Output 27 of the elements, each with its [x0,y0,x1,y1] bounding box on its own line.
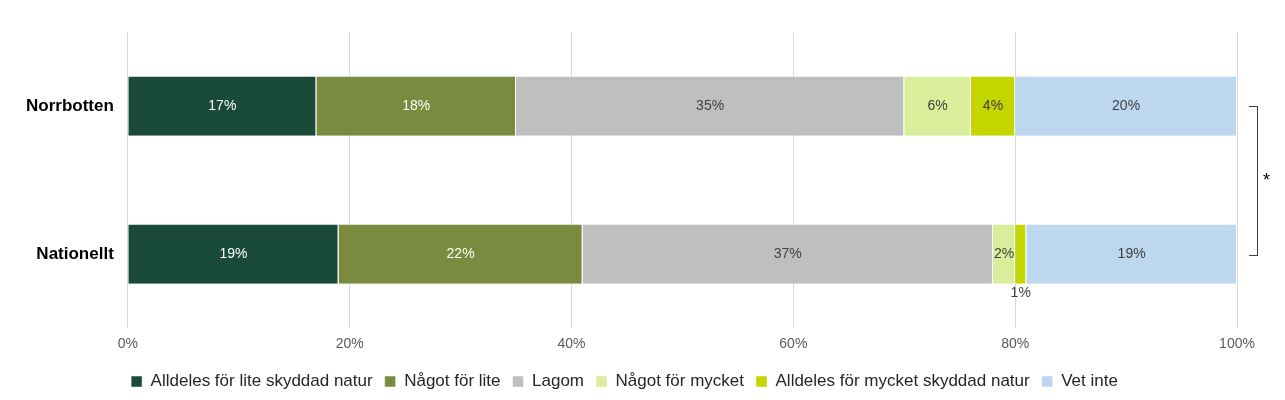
data-label: 37% [773,245,802,262]
legend-label: Alldeles för mycket skyddad natur [775,371,1031,391]
data-label: 1% [1010,283,1031,300]
data-label: 19% [1117,245,1146,262]
data-label: 35% [696,97,725,114]
x-tick-label: 60% [779,335,808,352]
x-tick-label: 40% [557,335,586,352]
data-label: 17% [208,97,237,114]
x-tick-label: 0% [117,335,138,352]
y-tick-label: Norrbotten [25,95,114,115]
data-label: 20% [1112,97,1141,114]
y-tick-label: Nationellt [36,243,115,263]
x-tick-label: 80% [1001,335,1030,352]
data-label: 4% [982,97,1004,114]
legend-label: Något för lite [404,371,501,391]
data-label: 18% [402,97,431,114]
x-tick-label: 100% [1219,335,1255,352]
text: * [1263,170,1271,191]
legend-label: Något för mycket [615,371,745,391]
data-label: 2% [993,245,1015,262]
legend-label: Vet inte [1061,371,1118,391]
data-label: 19% [219,245,248,262]
legend-label: Lagom [532,371,585,391]
data-label: 22% [446,245,475,262]
legend-label: Alldeles för lite skyddad natur [150,371,374,391]
x-tick-label: 20% [335,335,364,352]
data-label: 6% [927,97,948,114]
